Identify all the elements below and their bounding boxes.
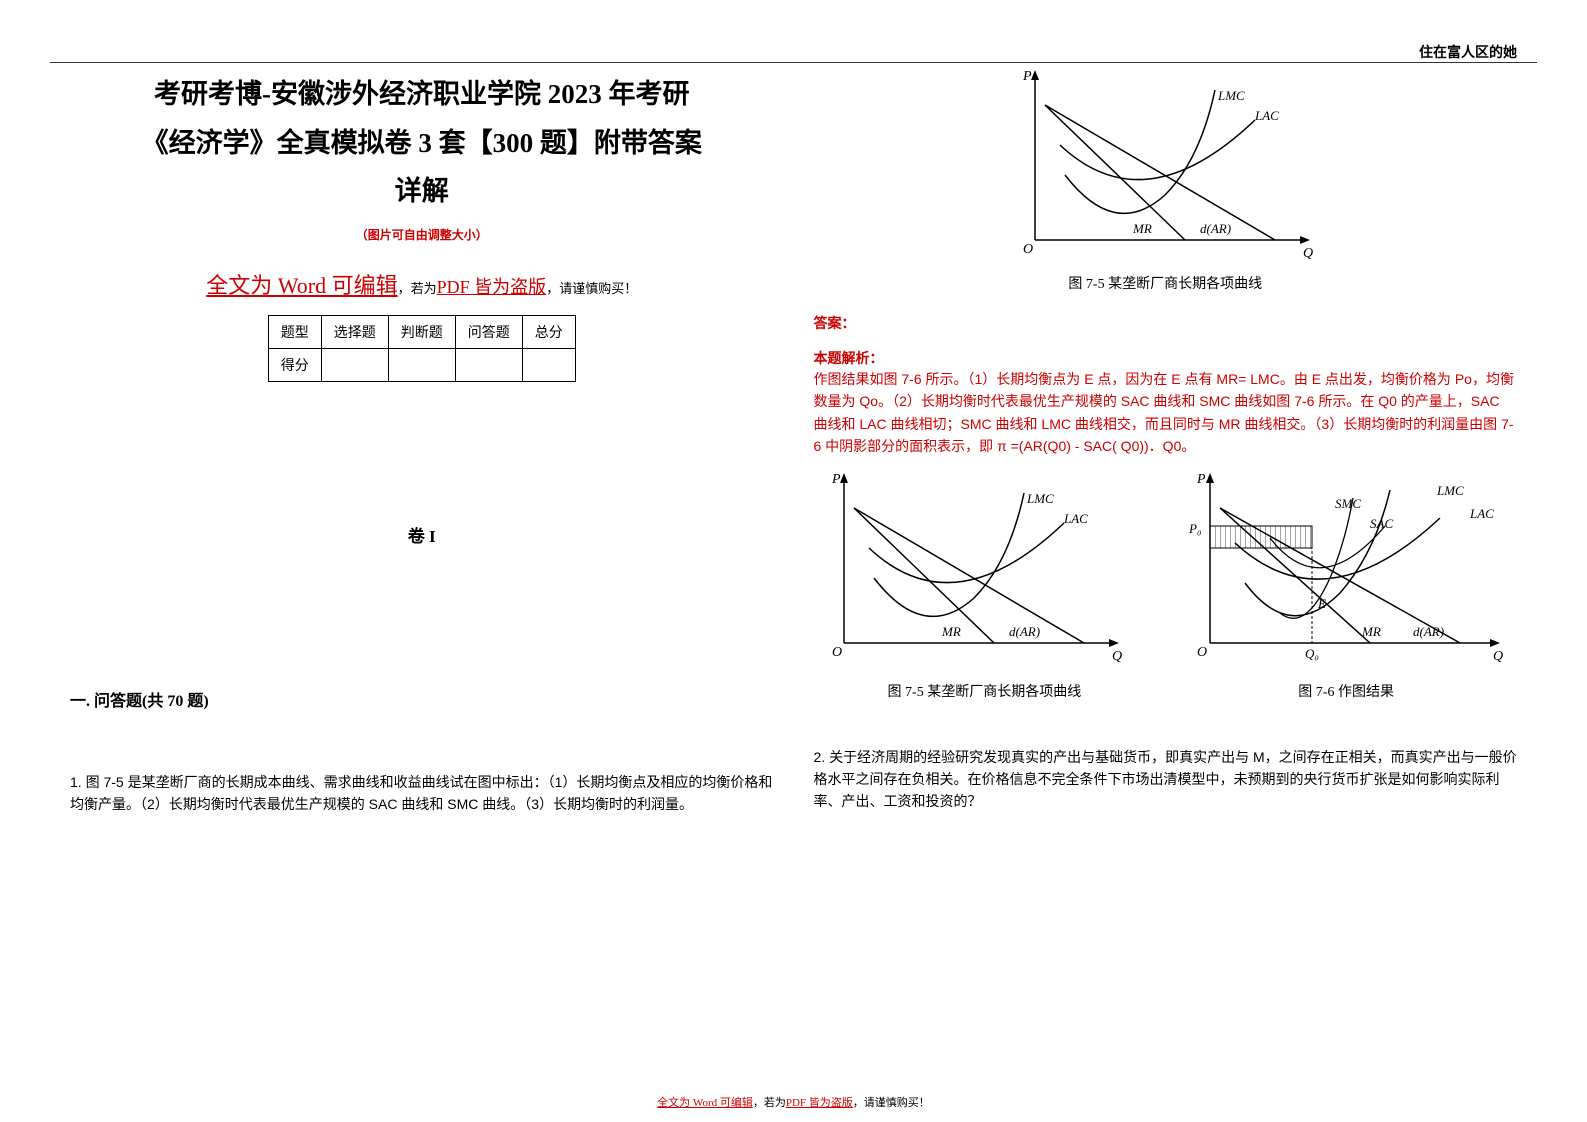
th-choice: 选择题 [321,315,388,348]
th-type: 题型 [268,315,321,348]
axis-o-label-3: O [1197,645,1207,660]
mr-label-2: MR [941,624,961,639]
right-column: P O Q LMC LAC d(AR) MR 图 7-5 某垄断厂商长期各项曲线… [794,40,1538,1072]
answer-label: 答案： [814,313,1518,333]
footer: 全文为 Word 可编辑，若为PDF 皆为盗版，请谨慎购买！ [0,1094,1587,1110]
document-title: 考研考博-安徽涉外经济职业学院 2023 年考研 《经济学》全真模拟卷 3 套【… [70,70,774,216]
analysis-label: 本题解析： [814,348,1518,368]
title-line-2: 《经济学》全真模拟卷 3 套【300 题】附带答案 [142,128,702,158]
td-score-label: 得分 [268,348,321,381]
question-2-text: 2. 关于经济周期的经验研究发现真实的产出与基础货币，即真实产出与 M，之间存在… [814,746,1518,813]
axis-p-label-3: P [1196,472,1206,487]
p0-label: P₀ [1188,521,1201,536]
mr-label: MR [1132,221,1152,236]
td-empty [455,348,522,381]
footer-end: ，请谨慎购买！ [853,1097,930,1109]
page-container: 考研考博-安徽涉外经济职业学院 2023 年考研 《经济学》全真模拟卷 3 套【… [0,0,1587,1092]
question-1-text: 1. 图 7-5 是某垄断厂商的长期成本曲线、需求曲线和收益曲线试在图中标出：（… [70,771,774,816]
analysis-text: 作图结果如图 7-6 所示。（1）长期均衡点为 E 点，因为在 E 点有 MR=… [814,368,1518,458]
chart-7-6-caption: 图 7-6 作图结果 [1175,681,1517,701]
chart-7-5-caption-2: 图 7-5 某垄断厂商长期各项曲线 [814,681,1156,701]
question-section-header: 一. 问答题(共 70 题) [70,687,774,711]
warning-prefix: 全文为 Word 可编辑 [206,273,397,298]
chart-7-5-caption: 图 7-5 某垄断厂商长期各项曲线 [814,273,1518,293]
result-chart-svg: P O Q P₀ LMC LAC [1175,468,1515,668]
chart-7-5-top: P O Q LMC LAC d(AR) MR 图 7-5 某垄断厂商长期各项曲线 [814,65,1518,293]
title-line-3: 详解 [395,176,449,206]
axis-q-label-2: Q [1112,649,1122,664]
e-label: E [1317,596,1326,611]
td-empty [321,348,388,381]
left-column: 考研考博-安徽涉外经济职业学院 2023 年考研 《经济学》全真模拟卷 3 套【… [50,40,794,1072]
warning-suffix: PDF 皆为盗版 [437,277,547,297]
chart-7-6: P O Q P₀ LMC LAC [1175,468,1517,701]
dar-label-2: d(AR) [1009,624,1040,639]
td-empty [522,348,575,381]
th-answer: 问答题 [455,315,522,348]
dual-charts-row: P O Q LMC LAC d(AR) MR 图 7-5 某垄断厂商长期各项曲线 [814,468,1518,701]
footer-mid: ，若为 [753,1097,786,1109]
score-table: 题型 选择题 判断题 问答题 总分 得分 [268,315,576,382]
warning-mid: ，若为 [398,281,437,296]
lmc-label: LMC [1217,88,1245,103]
axis-p-label-2: P [831,472,841,487]
header-tag: 住在富人区的她 [1419,42,1517,62]
title-line-1: 考研考博-安徽涉外经济职业学院 2023 年考研 [154,79,690,109]
subtitle-note: （图片可自由调整大小） [70,226,774,243]
axis-q-label: Q [1303,246,1313,261]
td-empty [388,348,455,381]
warning-line: 全文为 Word 可编辑，若为PDF 皆为盗版，请谨慎购买！ [70,268,774,300]
th-total: 总分 [522,315,575,348]
dar-label-3: d(AR) [1413,624,1444,639]
chart-7-5-bottom: P O Q LMC LAC d(AR) MR 图 7-5 某垄断厂商长期各项曲线 [814,468,1156,701]
footer-prefix: 全文为 Word 可编辑 [657,1097,753,1109]
axis-o-label-2: O [832,645,842,660]
lmc-label-3: LMC [1436,483,1464,498]
mr-label-3: MR [1361,624,1381,639]
lmc-label-2: LMC [1026,491,1054,506]
section-label: 卷 I [70,522,774,547]
q0-label: Q₀ [1305,646,1319,661]
lac-label-3: LAC [1469,506,1494,521]
axis-q-label-3: Q [1493,649,1503,664]
lac-label: LAC [1254,108,1279,123]
dar-label: d(AR) [1200,221,1231,236]
monopoly-chart-svg-2: P O Q LMC LAC d(AR) MR [814,468,1134,668]
table-score-row: 得分 [268,348,575,381]
horizontal-rule [50,62,1537,63]
sac-label: SAC [1370,516,1393,531]
axis-p-label: P [1022,69,1032,84]
warning-end: ，请谨慎购买！ [546,281,637,296]
monopoly-chart-svg: P O Q LMC LAC d(AR) MR [1005,65,1325,265]
lac-label-2: LAC [1063,511,1088,526]
axis-o-label: O [1023,242,1033,257]
smc-label: SMC [1335,496,1361,511]
th-judge: 判断题 [388,315,455,348]
footer-suffix: PDF 皆为盗版 [786,1097,853,1109]
table-header-row: 题型 选择题 判断题 问答题 总分 [268,315,575,348]
